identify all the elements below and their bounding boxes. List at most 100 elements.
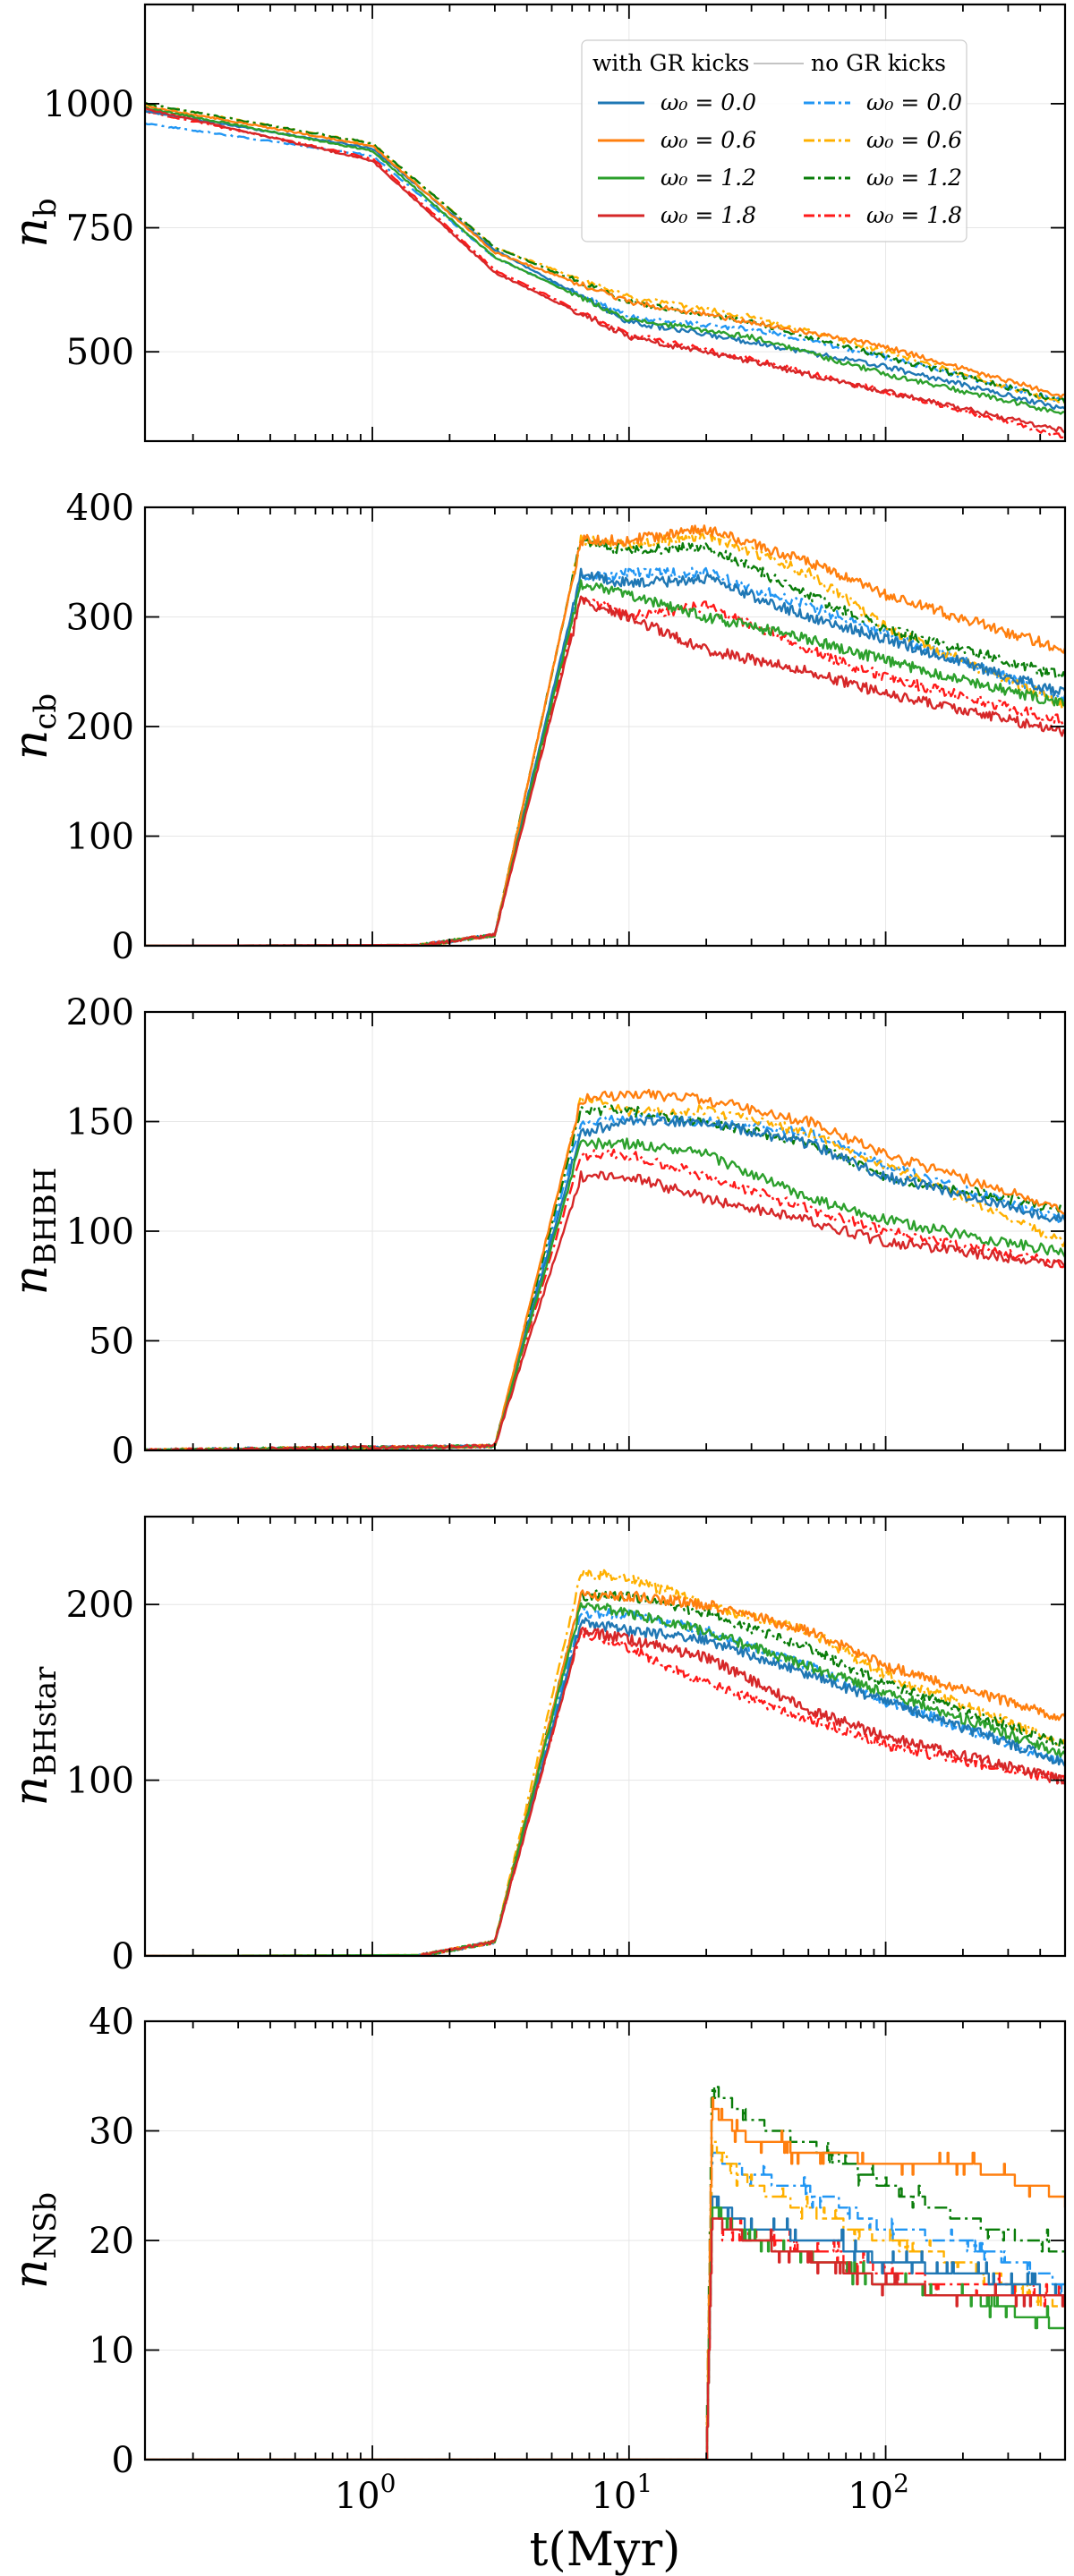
legend-label-no-kicks: ω₀ = 0.6	[866, 127, 962, 153]
legend-label-with-kicks: ω₀ = 1.8	[661, 202, 756, 228]
y-tick-label: 0	[112, 926, 134, 967]
series-line-with-gr-kicks-3	[145, 2217, 1065, 2460]
y-ticks: 500 750 1000	[43, 84, 1065, 373]
y-tick-label: 30	[89, 2112, 134, 2153]
legend-label-with-kicks: ω₀ = 0.6	[661, 127, 756, 153]
series-line-no-gr-kicks-5	[145, 103, 1065, 404]
series-group	[145, 524, 1065, 946]
series-line-no-gr-kicks-7	[145, 2217, 1065, 2460]
series-line-no-gr-kicks-6	[145, 1104, 1065, 1450]
x-ticks	[192, 2021, 1066, 2460]
y-ticks: 0 10 20 30 40	[89, 2002, 1065, 2481]
x-tick-label: 102	[848, 2469, 909, 2517]
y-tick-label: 1000	[43, 84, 134, 125]
series-line-no-gr-kicks-7	[145, 1625, 1065, 1956]
series-line-no-gr-kicks-5	[145, 530, 1065, 946]
series-line-with-gr-kicks-3	[145, 106, 1065, 434]
y-axis-label: nBHstar	[4, 1666, 64, 1807]
series-line-no-gr-kicks-6	[145, 101, 1065, 404]
legend: with GR kicks no GR kicks ω₀ = 0.0 ω₀ = 0.0…	[581, 39, 967, 242]
panel-1: 500 750 1000 nb	[4, 3, 1067, 443]
legend-header-no-kicks: no GR kicks	[811, 50, 946, 76]
series-line-no-gr-kicks-4	[145, 122, 1065, 404]
x-ticks	[192, 507, 1066, 946]
series-line-with-gr-kicks-1	[145, 105, 1065, 399]
legend-label-no-kicks: ω₀ = 1.8	[866, 202, 962, 228]
y-tick-label: 500	[66, 332, 134, 373]
panel-2: 0 100 200 300 400 ncb	[4, 488, 1067, 967]
y-tick-label: 0	[112, 1431, 134, 1472]
x-ticks	[192, 4, 1066, 441]
y-tick-label: 100	[66, 1211, 134, 1253]
y-tick-label: 50	[89, 1322, 134, 1363]
x-tick-labels: 100 101 102	[335, 2469, 909, 2517]
panel-5: 0 10 20 30 40 nNSb	[4, 2002, 1067, 2481]
series-line-with-gr-kicks-0	[145, 1617, 1065, 1956]
series-line-no-gr-kicks-5	[145, 1094, 1065, 1450]
y-tick-label: 200	[66, 1585, 134, 1626]
series-group	[145, 101, 1065, 439]
x-ticks	[192, 1517, 1066, 1956]
series-line-no-gr-kicks-6	[145, 1589, 1065, 1956]
y-tick-label: 20	[89, 2221, 134, 2262]
series-line-with-gr-kicks-1	[145, 2096, 1065, 2460]
legend-label-with-kicks: ω₀ = 1.2	[661, 165, 756, 191]
series-line-with-gr-kicks-2	[145, 1602, 1065, 1956]
legend-label-no-kicks: ω₀ = 1.2	[866, 165, 962, 191]
series-line-with-gr-kicks-2	[145, 106, 1065, 415]
y-tick-label: 150	[66, 1102, 134, 1143]
series-line-no-gr-kicks-4	[145, 1111, 1065, 1450]
x-tick-label: 100	[335, 2469, 396, 2517]
series-line-with-gr-kicks-0	[145, 567, 1065, 946]
axes-frame	[143, 3, 1067, 443]
series-line-with-gr-kicks-2	[145, 579, 1065, 946]
y-ticks: 0 100 200 300 400	[66, 488, 1065, 967]
series-line-with-gr-kicks-3	[145, 1170, 1065, 1450]
series-line-no-gr-kicks-6	[145, 2086, 1065, 2460]
y-tick-label: 750	[66, 208, 134, 250]
series-group	[145, 1568, 1065, 1956]
y-tick-label: 10	[89, 2331, 134, 2372]
series-line-with-gr-kicks-0	[145, 2195, 1065, 2460]
y-ticks: 0 50 100 150 200	[66, 992, 1065, 1472]
series-line-no-gr-kicks-4	[145, 2151, 1065, 2460]
series-line-with-gr-kicks-1	[145, 1589, 1065, 1956]
y-axis-label: nb	[4, 198, 64, 247]
y-tick-label: 100	[66, 817, 134, 858]
y-tick-label: 300	[66, 598, 134, 639]
y-ticks: 0 100 200	[66, 1585, 1065, 1977]
series-line-no-gr-kicks-7	[145, 109, 1065, 439]
y-tick-label: 0	[112, 1936, 134, 1977]
x-tick-label: 101	[591, 2469, 652, 2517]
grid	[145, 1011, 1065, 1451]
series-line-no-gr-kicks-4	[145, 566, 1065, 946]
series-line-with-gr-kicks-3	[145, 595, 1065, 946]
series-group	[145, 2086, 1065, 2460]
series-line-with-gr-kicks-2	[145, 2206, 1065, 2460]
legend-header-with-kicks: with GR kicks	[592, 50, 749, 76]
panel-3: 0 50 100 150 200 nBHBH	[4, 992, 1067, 1472]
series-line-no-gr-kicks-4	[145, 1607, 1065, 1956]
series-line-with-gr-kicks-3	[145, 1627, 1065, 1956]
x-axis-label: t(Myr)	[530, 2523, 681, 2576]
y-axis-label: ncb	[4, 693, 64, 760]
series-line-no-gr-kicks-7	[145, 1148, 1065, 1450]
axes-frame	[143, 1515, 1067, 1958]
y-tick-label: 40	[89, 2002, 134, 2043]
series-line-with-gr-kicks-0	[145, 1115, 1065, 1450]
grid	[145, 1517, 1065, 1957]
y-tick-label: 200	[66, 707, 134, 748]
y-tick-label: 200	[66, 992, 134, 1033]
y-tick-label: 0	[112, 2440, 134, 2481]
legend-box	[581, 39, 967, 242]
series-line-with-gr-kicks-1	[145, 524, 1065, 946]
series-line-no-gr-kicks-5	[145, 2140, 1065, 2460]
legend-label-with-kicks: ω₀ = 0.0	[661, 89, 756, 115]
legend-label-no-kicks: ω₀ = 0.0	[866, 89, 962, 115]
series-line-no-gr-kicks-5	[145, 1568, 1065, 1956]
x-ticks	[192, 1012, 1066, 1450]
y-tick-label: 100	[66, 1761, 134, 1802]
y-axis-label: nBHBH	[4, 1168, 64, 1296]
